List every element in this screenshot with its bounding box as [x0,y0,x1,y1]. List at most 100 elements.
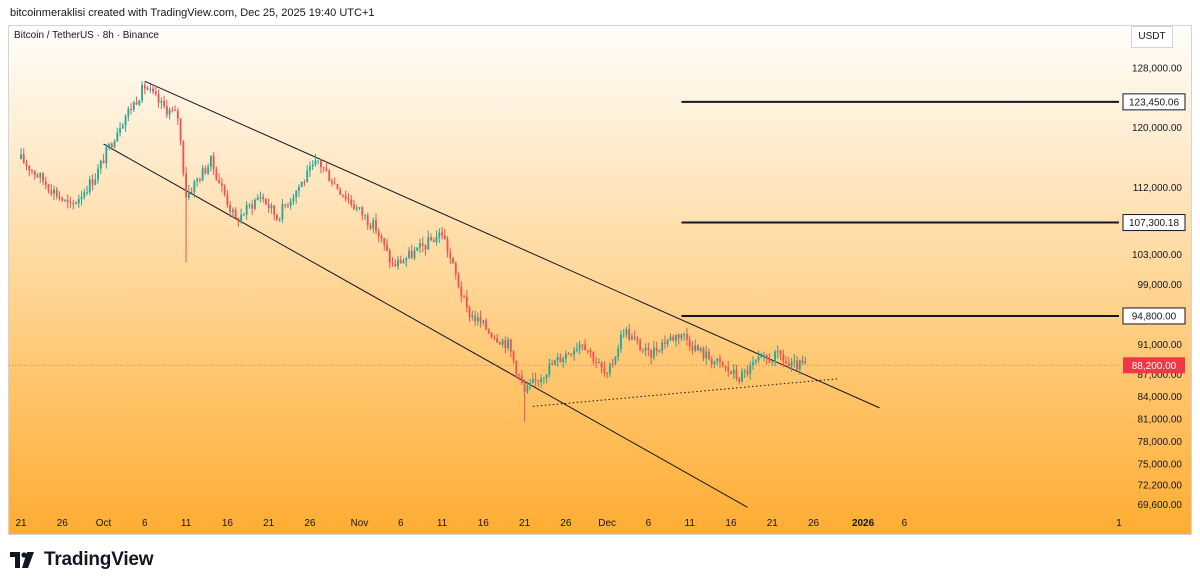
candle-body [342,194,344,196]
y-tick-label: 75,000.00 [1138,459,1183,470]
x-tick-label: 26 [57,518,69,529]
candle-body [83,192,86,198]
candle-body [708,351,710,360]
candle-body [275,214,278,220]
candle-body [581,344,584,346]
candle-body [633,336,636,339]
candle-body [421,243,424,246]
x-tick-label: 11 [437,518,448,529]
candle-body [749,364,752,374]
candle-body [743,370,746,372]
candle-body [655,347,658,352]
candle-body [193,181,196,192]
candle-body [204,168,207,174]
candle-body [102,160,105,164]
candle-body [231,209,234,212]
candle-body [507,339,510,349]
candle-body [22,154,25,163]
candle-body [355,207,358,209]
candle-body [237,218,240,223]
candle-body [256,197,259,201]
candle-body [523,382,526,392]
candle-body [774,351,776,362]
price-level-label: 123,450.06 [1129,97,1179,108]
candle-body [113,141,116,148]
candle-body [463,296,465,298]
candle-body [710,359,713,365]
candle-body [619,334,622,349]
candle-body [779,350,782,355]
candle-body [380,236,383,239]
price-level-badge [1122,307,1186,325]
candle-body [763,355,765,357]
candle-body [185,173,188,198]
candle-body [264,198,267,205]
candle-body [677,334,680,339]
candle-body [716,358,719,362]
candle-body [589,350,592,352]
candle-body [251,204,254,209]
candle-body [229,204,232,212]
last-price-label: 88,200.00 [1132,361,1177,372]
candle-body [796,360,798,370]
candle-body [75,203,77,205]
chart-pane[interactable]: 21 26 Oct 6 11 16 21 26 Nov 6 11 16 21 26 Dec 6 11 16 21 26… [8,25,1192,535]
candle-body [287,205,289,207]
candle-body [562,358,565,363]
price-chart[interactable]: 21 26 Oct 6 11 16 21 26 Nov 6 11 16 21 26 Dec 6 11 16 21 26… [9,26,1191,534]
candle-body [88,179,91,193]
x-tick-label: 11 [181,518,192,529]
candle-body [518,374,521,376]
candle-body [182,141,185,174]
candle-body [292,197,295,202]
candle-body [94,179,97,185]
candle-body [584,344,587,351]
candle-body [575,348,578,351]
candle-body [732,369,735,374]
candle-body [804,361,807,364]
x-tick-label: Dec [598,518,616,529]
candle-body [719,358,721,362]
candle-body [149,88,152,90]
candle-body [306,170,309,183]
candle-body [333,183,336,185]
footer-branding: TradingView [10,548,154,572]
candle-body [377,231,380,237]
candle-body [135,102,138,105]
candle-body [25,162,28,166]
candle-body [686,333,688,340]
currency-unit-label[interactable]: USDT [1131,26,1173,48]
candle-body [317,160,320,162]
candle-body [493,337,496,339]
candle-body [438,232,441,238]
candle-body [578,344,581,349]
y-tick-label: 128,000.00 [1132,63,1182,74]
candle-body [121,125,124,129]
candle-body [697,345,699,351]
tradingview-logo-icon [10,552,34,568]
candle-body [248,204,251,206]
candle-body [240,214,243,223]
candle-body [542,378,545,380]
x-tick-label: 6 [142,518,148,529]
candle-body [311,164,314,167]
candle-body [273,205,276,215]
candle-body [471,315,474,318]
candle-body [171,109,174,111]
candle-body [20,154,22,160]
candle-body [99,160,102,169]
candle-body [72,203,75,205]
candle-body [691,346,694,351]
candle-body [165,106,168,115]
candle-body [369,225,372,229]
candle-body [520,375,523,383]
candle-body [270,205,273,209]
x-tick-label: 21 [519,518,531,529]
candle-body [119,128,121,133]
candle-body [768,358,771,363]
candle-body [201,168,204,181]
price-level-label: 107,300.18 [1129,218,1179,229]
candle-body [782,354,785,362]
candle-body [44,181,47,185]
candle-body [765,355,768,359]
